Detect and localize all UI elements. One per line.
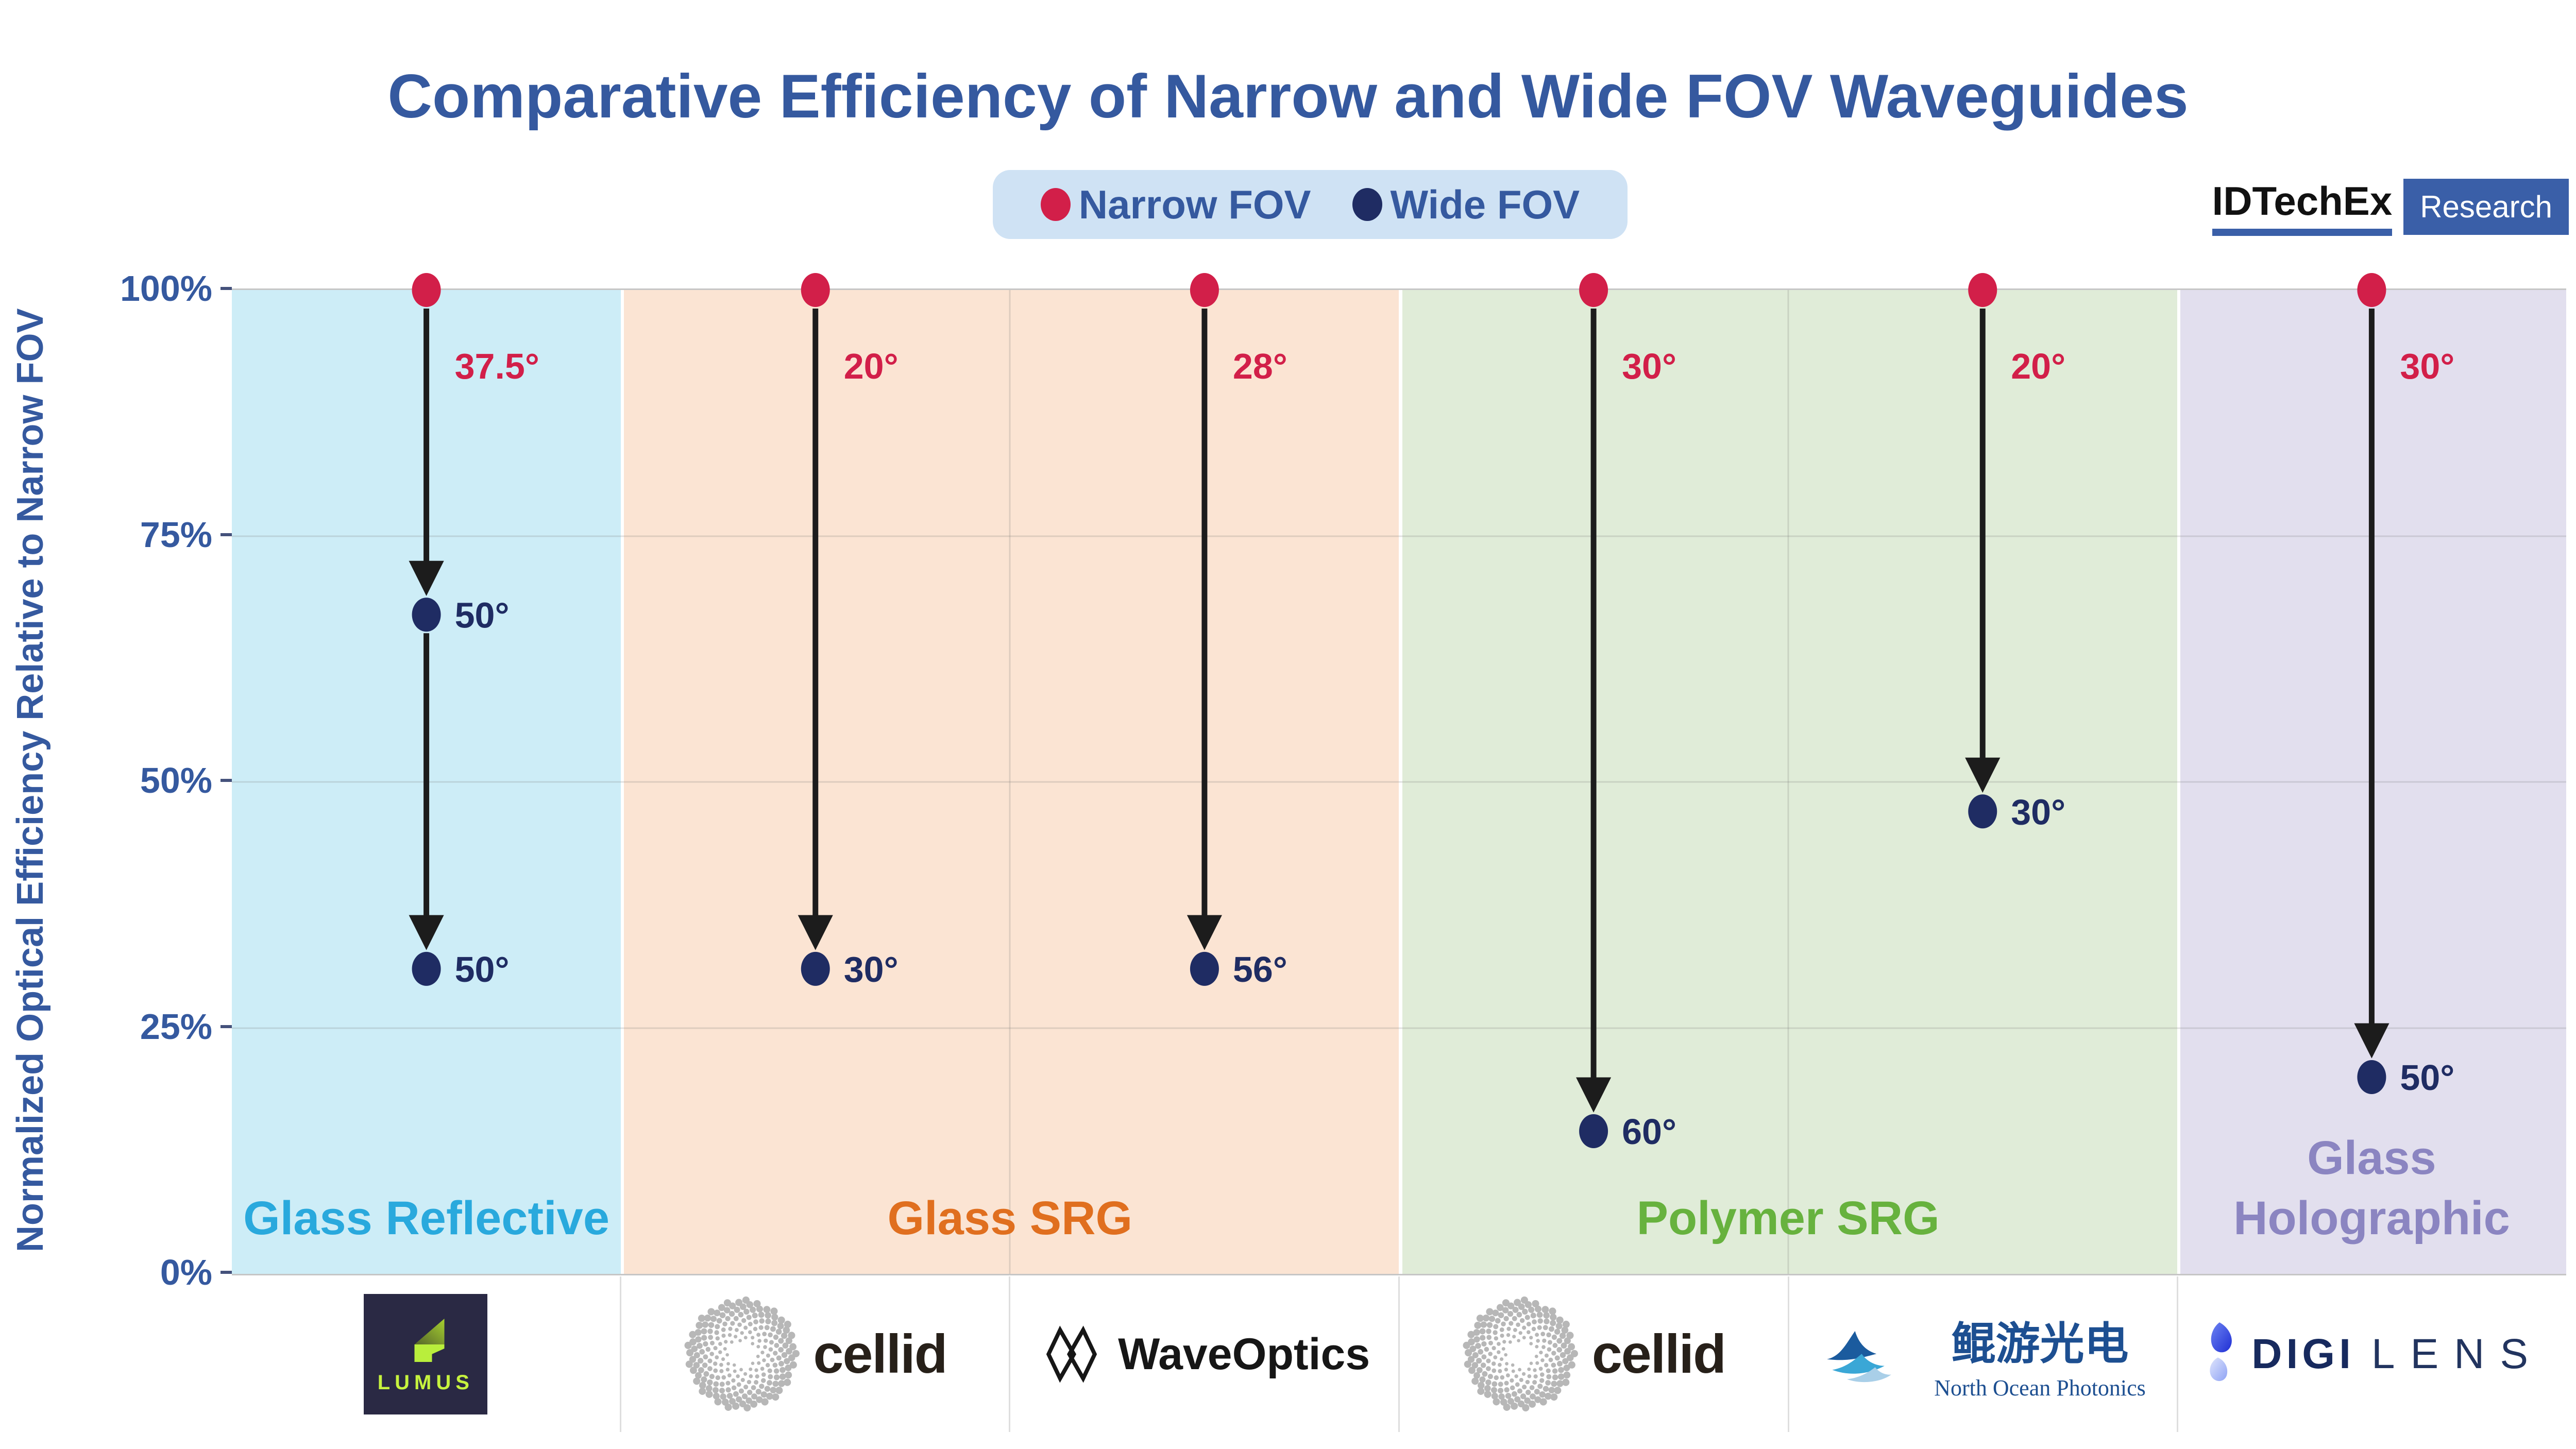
wide-fov-angle-label: 50° — [455, 595, 510, 635]
band-label-glass-holographic: Glass Holographic — [2233, 1131, 2510, 1245]
narrow-fov-dot-cellid — [801, 273, 830, 307]
logo-cellid-glass-srg: cellid — [621, 1276, 1011, 1432]
wide-fov-angle-label: 56° — [1233, 949, 1287, 990]
wide-fov-dot-waveoptics — [1190, 951, 1219, 986]
cellid-wordmark: cellid — [1591, 1323, 1726, 1385]
cellid-spiral-icon — [684, 1296, 800, 1412]
band-label-glass-reflective: Glass Reflective — [243, 1192, 609, 1245]
narrow-fov-angle-label: 30° — [2400, 346, 2454, 386]
narrow-fov-angle-label: 37.5° — [455, 346, 539, 386]
wide-fov-dot-digilens — [2357, 1060, 2386, 1094]
narrow-fov-dot-digilens — [2357, 273, 2386, 307]
cellid-wordmark: cellid — [813, 1323, 948, 1385]
wide-fov-dot-lumus — [412, 951, 441, 986]
y-tick-mark — [221, 779, 232, 782]
wide-fov-dot-cellid — [801, 951, 830, 986]
wide-fov-legend-dot-icon — [1352, 188, 1382, 221]
idtechex-logo: IDTechEx Research — [2212, 178, 2569, 236]
logo-north-ocean-photonics: 鲲游光电 North Ocean Photonics — [1789, 1276, 2179, 1432]
band-label-glass-srg: Glass SRG — [887, 1192, 1133, 1245]
logo-digilens: DIGI LENS — [2178, 1276, 2566, 1432]
y-tick-mark — [221, 287, 232, 290]
y-tick-mark — [221, 1271, 232, 1274]
idtechex-research-badge: Research — [2403, 179, 2569, 235]
vendor-logo-row: LUMUS cellid WaveOptics cellid 鲲游 — [232, 1276, 2566, 1432]
legend-item-wide-fov: Wide FOV — [1352, 181, 1580, 228]
narrow-fov-dot-cellid — [1579, 273, 1608, 307]
lumus-glyph-icon — [414, 1318, 445, 1362]
band-label-polymer-srg: Polymer SRG — [1636, 1192, 1940, 1245]
wide-fov-dot-north-ocean-photonics — [1968, 794, 1997, 829]
legend-item-narrow-fov: Narrow FOV — [1040, 181, 1311, 228]
column-separator — [1009, 290, 1011, 1274]
gridline-75 — [232, 535, 2566, 537]
y-tick-mark — [221, 1025, 232, 1028]
idtechex-wordmark: IDTechEx — [2212, 178, 2393, 236]
waveoptics-wordmark: WaveOptics — [1118, 1329, 1370, 1379]
band-glass-srg — [621, 290, 1399, 1274]
wide-fov-angle-label: 30° — [844, 949, 899, 990]
narrow-fov-angle-label: 20° — [2011, 346, 2065, 386]
band-polymer-srg — [1399, 290, 2177, 1274]
y-axis-title: Normalized Optical Efficiency Relative t… — [10, 308, 51, 1253]
data-overlay: 37.5° 50° 50° 20° 30° 28° 56° 30° 60° 20° 30° 30° 50… — [409, 273, 2454, 1152]
narrow-fov-dot-lumus — [412, 273, 441, 307]
digilens-teardrop-icon — [2210, 1322, 2232, 1382]
waveoptics-w-icon — [1046, 1325, 1097, 1383]
narrow-fov-dot-north-ocean-photonics — [1968, 273, 1997, 307]
wide-fov-angle-label: 50° — [2400, 1058, 2454, 1098]
lumus-wordmark: LUMUS — [377, 1371, 474, 1394]
digilens-wordmark-lens: LENS — [2371, 1331, 2544, 1377]
wide-fov-angle-label: 50° — [455, 949, 510, 990]
wide-fov-dot-lumus — [412, 598, 441, 632]
cellid-spiral-icon — [1463, 1296, 1578, 1412]
gridline-25 — [232, 1027, 2566, 1029]
gridline-50 — [232, 781, 2566, 783]
logo-lumus: LUMUS — [232, 1276, 621, 1432]
lumus-logo-box: LUMUS — [364, 1294, 488, 1414]
wide-fov-dot-cellid — [1579, 1114, 1608, 1149]
y-tick-mark — [221, 533, 232, 536]
chart-title: Comparative Efficiency of Narrow and Wid… — [387, 62, 2189, 131]
wide-fov-legend-label: Wide FOV — [1390, 181, 1580, 227]
logo-cellid-polymer-srg: cellid — [1400, 1276, 1789, 1432]
narrow-fov-angle-label: 20° — [844, 346, 899, 386]
narrow-fov-legend-dot-icon — [1040, 188, 1071, 221]
narrow-fov-angle-label: 28° — [1233, 346, 1287, 386]
logo-waveoptics: WaveOptics — [1010, 1276, 1400, 1432]
north-ocean-english-name: North Ocean Photonics — [1934, 1375, 2146, 1401]
north-ocean-wave-icon — [1827, 1331, 1892, 1382]
north-ocean-chinese-name: 鲲游光电 — [1951, 1319, 2129, 1369]
narrow-fov-dot-waveoptics — [1190, 273, 1219, 307]
wide-fov-angle-label: 30° — [2011, 792, 2065, 832]
narrow-fov-angle-label: 30° — [1622, 346, 1676, 386]
north-ocean-wordmark: 鲲游光电 North Ocean Photonics — [1934, 1307, 2146, 1401]
digilens-wordmark-digi: DIGI — [2251, 1331, 2355, 1377]
narrow-fov-legend-label: Narrow FOV — [1078, 181, 1311, 227]
legend: Narrow FOV Wide FOV — [993, 170, 1628, 239]
wide-fov-angle-label: 60° — [1622, 1112, 1676, 1152]
plot-area: Glass Reflective Glass SRG Polymer SRG Glas… — [232, 273, 2566, 1275]
column-separator — [1787, 290, 1789, 1274]
